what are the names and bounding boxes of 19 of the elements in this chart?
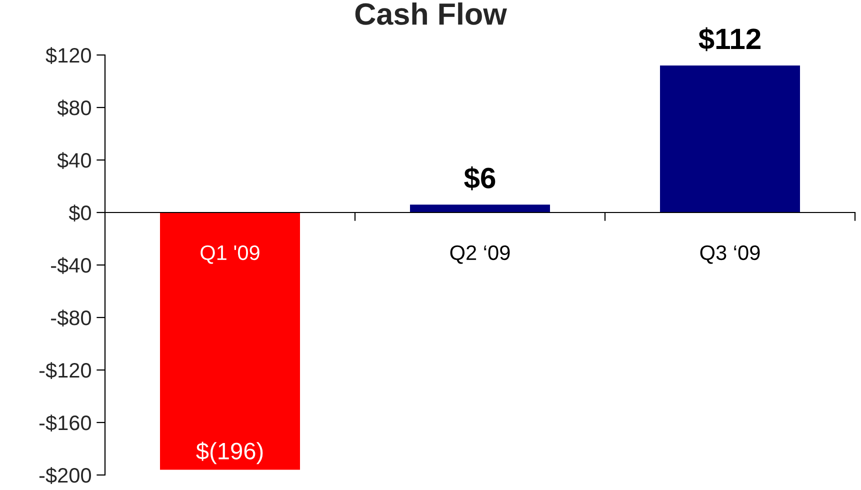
y-tick-label: -$200 — [39, 467, 91, 484]
y-tick-label: -$120 — [39, 362, 91, 379]
data-label: $6 — [464, 166, 496, 190]
y-tick-label: $120 — [46, 47, 91, 64]
x-tick-label: Q2 ‘09 — [450, 245, 510, 264]
y-tick-label: -$80 — [51, 310, 91, 326]
data-label: $112 — [698, 27, 760, 52]
y-tick-label: $0 — [68, 204, 91, 222]
bar — [160, 212, 300, 470]
y-tick-label: -$40 — [51, 257, 91, 274]
y-tick-label: $80 — [57, 100, 91, 116]
y-tick-label: -$160 — [39, 414, 91, 432]
x-tick-label: Q3 ‘09 — [700, 245, 760, 264]
data-label: $(196) — [196, 442, 263, 464]
y-tick-label: $40 — [57, 152, 91, 169]
bar — [660, 66, 800, 212]
bar — [410, 204, 550, 212]
x-tick-label: Q1 '09 — [200, 245, 260, 264]
chart-title: Cash Flow — [355, 2, 507, 25]
